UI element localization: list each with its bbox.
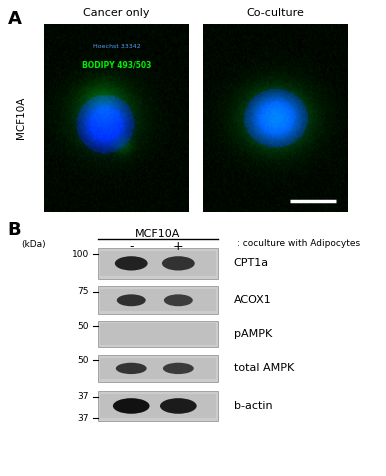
Bar — [100, 289, 216, 311]
Ellipse shape — [117, 294, 146, 306]
Text: ACOX1: ACOX1 — [234, 295, 271, 305]
Text: total AMPK: total AMPK — [234, 363, 294, 373]
Bar — [100, 251, 216, 276]
Text: 37: 37 — [77, 414, 89, 423]
Text: 100: 100 — [71, 250, 89, 258]
Text: CPT1a: CPT1a — [234, 258, 269, 268]
Bar — [98, 391, 218, 421]
Text: -: - — [129, 240, 134, 253]
Text: Co-culture: Co-culture — [246, 8, 304, 18]
Ellipse shape — [116, 363, 147, 374]
Text: +: + — [173, 240, 184, 253]
Text: 50: 50 — [77, 321, 89, 330]
Bar — [100, 357, 216, 379]
Text: A: A — [8, 10, 22, 29]
Text: : coculture with Adipocytes: : coculture with Adipocytes — [237, 239, 361, 248]
Text: B: B — [8, 221, 21, 239]
Text: pAMPK: pAMPK — [234, 329, 272, 339]
Ellipse shape — [113, 398, 150, 414]
Bar — [100, 394, 216, 418]
Text: 75: 75 — [77, 288, 89, 297]
Ellipse shape — [164, 294, 193, 306]
Ellipse shape — [115, 256, 148, 270]
Bar — [98, 248, 218, 278]
Bar — [98, 286, 218, 314]
Text: Hoechst 33342: Hoechst 33342 — [93, 44, 141, 49]
Bar — [98, 321, 218, 347]
Text: MCF10A: MCF10A — [16, 97, 26, 139]
Text: (kDa): (kDa) — [21, 240, 46, 249]
Text: b-actin: b-actin — [234, 401, 272, 411]
Text: 50: 50 — [77, 356, 89, 365]
Text: Cancer only: Cancer only — [83, 8, 150, 18]
Ellipse shape — [160, 398, 197, 414]
Bar — [98, 355, 218, 382]
Ellipse shape — [163, 363, 194, 374]
Text: MCF10A: MCF10A — [135, 229, 180, 239]
Text: BODIPY 493/503: BODIPY 493/503 — [82, 60, 151, 69]
Ellipse shape — [162, 256, 195, 270]
Text: 37: 37 — [77, 392, 89, 401]
Bar — [100, 323, 216, 345]
